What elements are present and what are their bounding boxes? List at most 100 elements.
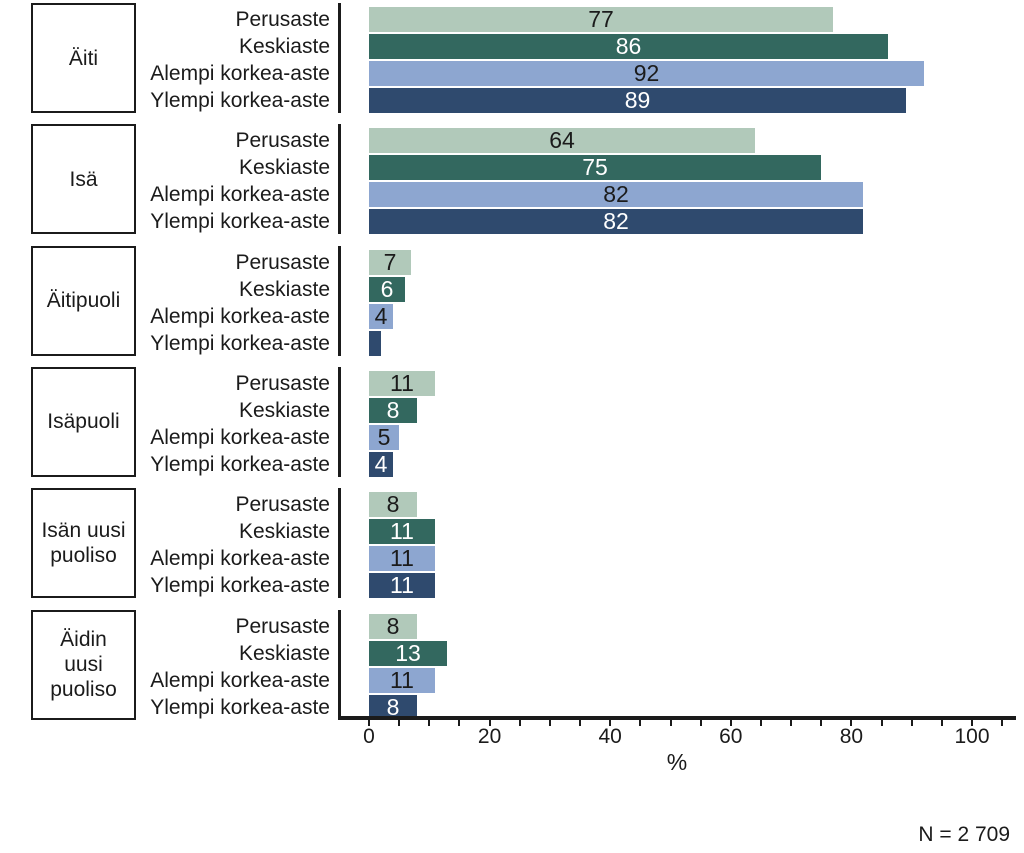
group-box: Äiti bbox=[31, 3, 136, 113]
x-axis-tick bbox=[548, 720, 551, 726]
group-box: Äidin uusi puoliso bbox=[31, 609, 136, 720]
x-axis-tick bbox=[940, 720, 943, 726]
bar: 7 bbox=[369, 248, 411, 275]
group-spine bbox=[338, 245, 341, 356]
x-axis-tick-label: 100 bbox=[954, 725, 990, 748]
group-label: Äitipuoli bbox=[46, 289, 121, 313]
x-axis-title: % bbox=[666, 749, 688, 775]
x-axis-tick bbox=[398, 720, 401, 726]
row-label: Alempi korkea-aste bbox=[150, 668, 330, 692]
bar: 4 bbox=[369, 303, 393, 329]
group-box: Isäpuoli bbox=[31, 366, 136, 477]
bar: 4 bbox=[369, 450, 393, 477]
bar: 75 bbox=[369, 155, 821, 181]
x-axis-tick bbox=[820, 720, 823, 726]
bar-value-label: 64 bbox=[549, 127, 575, 154]
bar: 89 bbox=[369, 88, 906, 113]
x-axis-tick bbox=[1001, 720, 1004, 726]
group-spine bbox=[338, 3, 341, 113]
row-label: Keskiaste bbox=[238, 156, 330, 180]
bar-value-label: 11 bbox=[390, 545, 414, 572]
bar: 64 bbox=[369, 127, 755, 154]
group-box: Isä bbox=[31, 124, 136, 235]
bar: 11 bbox=[369, 666, 435, 693]
row-label: Ylempi korkea-aste bbox=[150, 89, 330, 112]
group-spine bbox=[338, 488, 341, 599]
bar: 11 bbox=[369, 369, 435, 396]
x-axis-tick bbox=[880, 720, 883, 726]
bar-value-label: 11 bbox=[390, 666, 414, 693]
x-axis-tick-label: 60 bbox=[719, 725, 743, 748]
bar-value-label: 8 bbox=[386, 693, 400, 720]
bar-value-label: 7 bbox=[383, 248, 397, 275]
bar: 92 bbox=[369, 61, 924, 86]
bar: 86 bbox=[369, 34, 888, 59]
x-axis-tick bbox=[518, 720, 521, 726]
bar: 11 bbox=[369, 572, 435, 599]
x-axis-tick bbox=[699, 720, 702, 726]
row-label: Alempi korkea-aste bbox=[150, 183, 330, 207]
x-axis-tick bbox=[850, 720, 853, 726]
row-label: Perusaste bbox=[235, 493, 330, 517]
bar: 8 bbox=[369, 693, 417, 720]
bar: 11 bbox=[369, 518, 435, 545]
bar-value-label: 89 bbox=[624, 87, 651, 113]
group-label: Isän uusi puoliso bbox=[41, 519, 126, 568]
x-axis-tick bbox=[458, 720, 461, 726]
bar-value-label: 92 bbox=[633, 60, 660, 86]
bar-value-label: 8 bbox=[386, 491, 400, 518]
row-label: Perusaste bbox=[235, 129, 330, 153]
group-box: Isän uusi puoliso bbox=[31, 488, 136, 599]
row-label: Perusaste bbox=[235, 250, 330, 274]
row-label: Keskiaste bbox=[238, 277, 330, 301]
row-label: Alempi korkea-aste bbox=[150, 425, 330, 449]
bar-value-label: 4 bbox=[374, 450, 388, 477]
bar: 77 bbox=[369, 7, 833, 32]
row-label: Perusaste bbox=[235, 8, 330, 31]
bar: 6 bbox=[369, 275, 405, 302]
x-axis-tick bbox=[669, 720, 672, 726]
row-label: Keskiaste bbox=[238, 641, 330, 665]
row-label: Ylempi korkea-aste bbox=[150, 574, 330, 598]
group-label: Äidin uusi puoliso bbox=[50, 628, 117, 701]
bar: 13 bbox=[369, 639, 447, 666]
group-box: Äitipuoli bbox=[31, 245, 136, 356]
bar: 5 bbox=[369, 424, 399, 450]
row-label: Alempi korkea-aste bbox=[150, 304, 330, 328]
x-axis-tick bbox=[579, 720, 582, 726]
x-axis-tick-label: 80 bbox=[839, 725, 864, 748]
group-label: Äiti bbox=[68, 46, 99, 70]
row-label: Perusaste bbox=[235, 614, 330, 638]
row-label: Keskiaste bbox=[238, 520, 330, 544]
sample-size-note: N = 2 709 bbox=[918, 823, 1010, 846]
bar-value-label: 6 bbox=[380, 275, 394, 302]
bar-value-label: 13 bbox=[395, 639, 421, 666]
x-axis-tick-label: 20 bbox=[477, 725, 502, 748]
bar-value-label: 11 bbox=[390, 518, 414, 545]
x-axis-tick bbox=[759, 720, 762, 726]
bar-value-label: 8 bbox=[386, 396, 400, 423]
bar: 8 bbox=[369, 396, 417, 423]
bar: 8 bbox=[369, 491, 417, 518]
row-label: Alempi korkea-aste bbox=[150, 62, 330, 85]
group-spine bbox=[338, 124, 341, 235]
bar: 8 bbox=[369, 612, 417, 639]
group-label: Isä bbox=[69, 167, 98, 191]
x-axis-tick-label: 0 bbox=[363, 725, 375, 748]
x-axis-line bbox=[338, 716, 1016, 720]
bar-value-label: 8 bbox=[386, 612, 400, 639]
row-label: Ylempi korkea-aste bbox=[150, 210, 330, 234]
row-label: Keskiaste bbox=[238, 398, 330, 422]
group-spine bbox=[338, 366, 341, 477]
bar-value-label: 11 bbox=[390, 572, 414, 599]
bar-value-label: 82 bbox=[603, 208, 629, 235]
bar-value-label: 77 bbox=[588, 6, 614, 32]
x-axis-tick bbox=[910, 720, 913, 726]
row-label: Ylempi korkea-aste bbox=[150, 331, 330, 355]
row-label: Ylempi korkea-aste bbox=[150, 452, 330, 476]
row-label: Ylempi korkea-aste bbox=[150, 695, 330, 719]
bar-value-label: 11 bbox=[390, 369, 414, 396]
bar: 82 bbox=[369, 182, 863, 208]
group-spine bbox=[338, 609, 341, 720]
